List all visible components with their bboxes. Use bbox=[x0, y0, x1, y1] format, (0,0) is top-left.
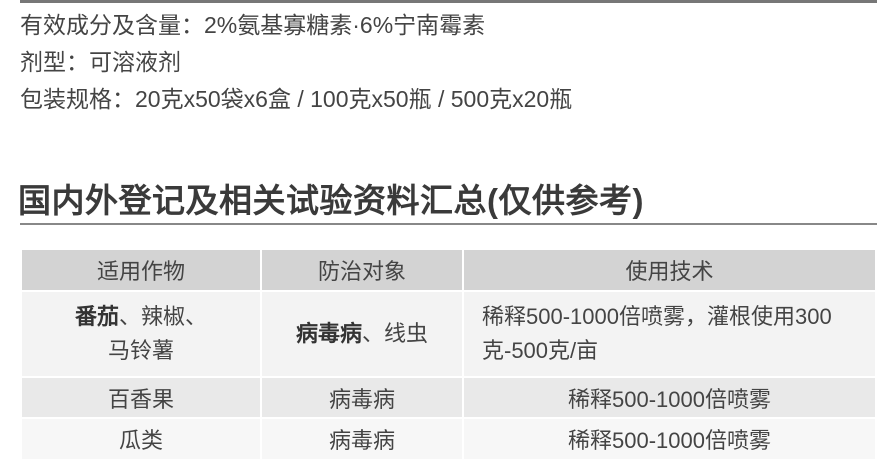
usage-table: 适用作物 防治对象 使用技术 番茄、辣椒、 马铃薯 病毒病、线虫 稀释500-10… bbox=[20, 248, 877, 459]
crop-rest: 、辣椒、 bbox=[119, 304, 208, 329]
header-target: 防治对象 bbox=[260, 248, 464, 291]
cell-target: 病毒病、线虫 bbox=[260, 290, 464, 377]
table-row: 瓜类 病毒病 稀释500-1000倍喷雾 bbox=[20, 417, 877, 459]
spec-formulation: 剂型：可溶液剂 bbox=[20, 49, 181, 75]
header-crop: 适用作物 bbox=[20, 248, 262, 291]
cell-usage: 稀释500-1000倍喷雾，灌根使用300克-500克/亩 bbox=[462, 290, 877, 377]
cell-crop: 百香果 bbox=[20, 376, 262, 418]
header-usage: 使用技术 bbox=[462, 248, 877, 291]
spec-packaging: 包装规格：20克x50袋x6盒 / 100克x50瓶 / 500克x20瓶 bbox=[20, 86, 573, 112]
cell-target: 病毒病 bbox=[260, 417, 464, 459]
table-header-row: 适用作物 防治对象 使用技术 bbox=[20, 248, 877, 291]
cell-target: 病毒病 bbox=[260, 376, 464, 418]
cell-usage: 稀释500-1000倍喷雾 bbox=[462, 376, 877, 418]
table-row: 番茄、辣椒、马铃薯 病毒病、线虫 稀释500-1000倍喷雾，灌根使用300克-… bbox=[20, 290, 877, 377]
crop-rest-2: 马铃薯 bbox=[107, 338, 174, 363]
heading-divider bbox=[20, 223, 877, 225]
crop-bold: 番茄 bbox=[74, 304, 119, 329]
top-divider bbox=[20, 0, 877, 3]
table-row: 百香果 病毒病 稀释500-1000倍喷雾 bbox=[20, 376, 877, 418]
target-bold: 病毒病 bbox=[295, 321, 362, 346]
cell-usage: 稀释500-1000倍喷雾 bbox=[462, 417, 877, 459]
spec-ingredients: 有效成分及含量：2%氨基寡糖素·6%宁南霉素 bbox=[20, 12, 486, 38]
target-rest: 、线虫 bbox=[362, 321, 429, 346]
section-heading: 国内外登记及相关试验资料汇总(仅供参考) bbox=[18, 182, 644, 219]
cell-crop: 番茄、辣椒、马铃薯 bbox=[20, 290, 262, 377]
cell-crop: 瓜类 bbox=[20, 417, 262, 459]
